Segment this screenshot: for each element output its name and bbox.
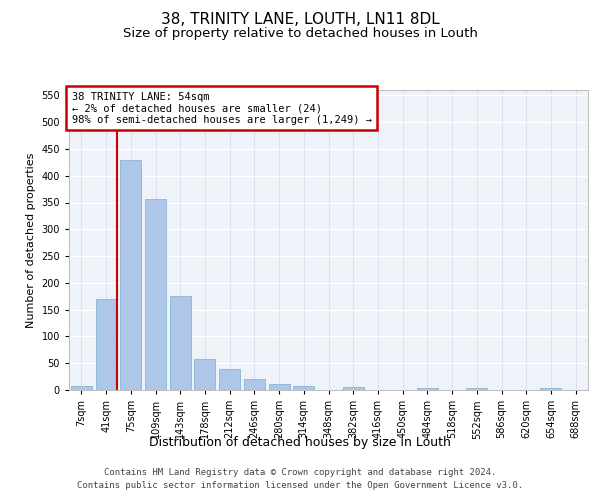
- Y-axis label: Number of detached properties: Number of detached properties: [26, 152, 36, 328]
- Bar: [417, 388, 438, 390]
- Bar: [293, 386, 314, 390]
- Text: Distribution of detached houses by size in Louth: Distribution of detached houses by size …: [149, 436, 451, 449]
- Bar: [219, 368, 240, 390]
- Text: 38 TRINITY LANE: 54sqm
← 2% of detached houses are smaller (24)
98% of semi-deta: 38 TRINITY LANE: 54sqm ← 2% of detached …: [71, 92, 371, 124]
- Text: Contains public sector information licensed under the Open Government Licence v3: Contains public sector information licen…: [77, 482, 523, 490]
- Bar: [145, 198, 166, 390]
- Bar: [71, 386, 92, 390]
- Bar: [95, 299, 116, 390]
- Text: 38, TRINITY LANE, LOUTH, LN11 8DL: 38, TRINITY LANE, LOUTH, LN11 8DL: [161, 12, 439, 28]
- Bar: [170, 296, 191, 390]
- Text: Contains HM Land Registry data © Crown copyright and database right 2024.: Contains HM Land Registry data © Crown c…: [104, 468, 496, 477]
- Bar: [541, 388, 562, 390]
- Bar: [343, 388, 364, 390]
- Text: Size of property relative to detached houses in Louth: Size of property relative to detached ho…: [122, 28, 478, 40]
- Bar: [194, 360, 215, 390]
- Bar: [466, 388, 487, 390]
- Bar: [244, 380, 265, 390]
- Bar: [120, 160, 141, 390]
- Bar: [269, 384, 290, 390]
